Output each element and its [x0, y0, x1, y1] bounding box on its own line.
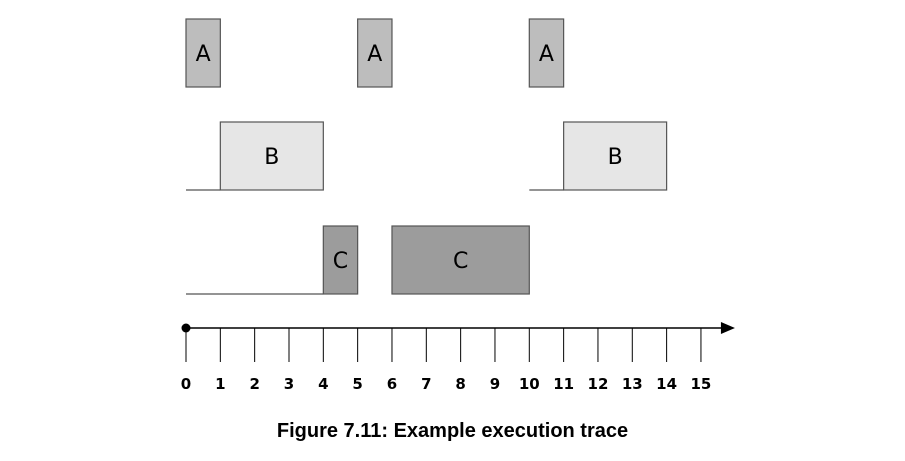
task-a-segment-2-label: A — [539, 42, 554, 67]
tick-label-7: 7 — [421, 375, 431, 393]
tick-label-6: 6 — [387, 375, 397, 393]
task-c-segment-0 — [322, 225, 359, 295]
tick-label-14: 14 — [656, 375, 677, 393]
task-a-segment-1-label: A — [367, 42, 382, 67]
tick-label-2: 2 — [249, 375, 259, 393]
tick-label-1: 1 — [215, 375, 225, 393]
tick-label-9: 9 — [490, 375, 500, 393]
figure-caption: Figure 7.11: Example execution trace — [276, 420, 629, 442]
task-c-segment-1-label: C — [453, 249, 468, 274]
task-b-segment-0 — [219, 121, 324, 191]
tick-label-3: 3 — [284, 375, 294, 393]
task-a-segment-0-label: A — [196, 42, 211, 67]
tick-label-10: 10 — [519, 375, 540, 393]
time-axis-arrow-icon — [720, 322, 735, 334]
tick-label-8: 8 — [455, 375, 465, 393]
task-b-segment-0-label: B — [264, 145, 279, 170]
task-b-segment-1 — [563, 121, 668, 191]
task-b-segment-1-label: B — [608, 145, 623, 170]
task-a-segment-0 — [185, 18, 221, 88]
tick-label-4: 4 — [318, 375, 328, 393]
task-a-segment-1 — [357, 18, 393, 88]
task-c-segment-1 — [391, 225, 530, 295]
tick-label-13: 13 — [622, 375, 643, 393]
task-a-segment-2 — [528, 18, 565, 88]
task-c-segment-0-label: C — [333, 249, 348, 274]
tick-label-12: 12 — [588, 375, 609, 393]
tick-label-11: 11 — [553, 375, 574, 393]
tick-label-5: 5 — [352, 375, 362, 393]
tick-label-0: 0 — [181, 375, 191, 393]
tick-label-15: 15 — [691, 375, 712, 393]
